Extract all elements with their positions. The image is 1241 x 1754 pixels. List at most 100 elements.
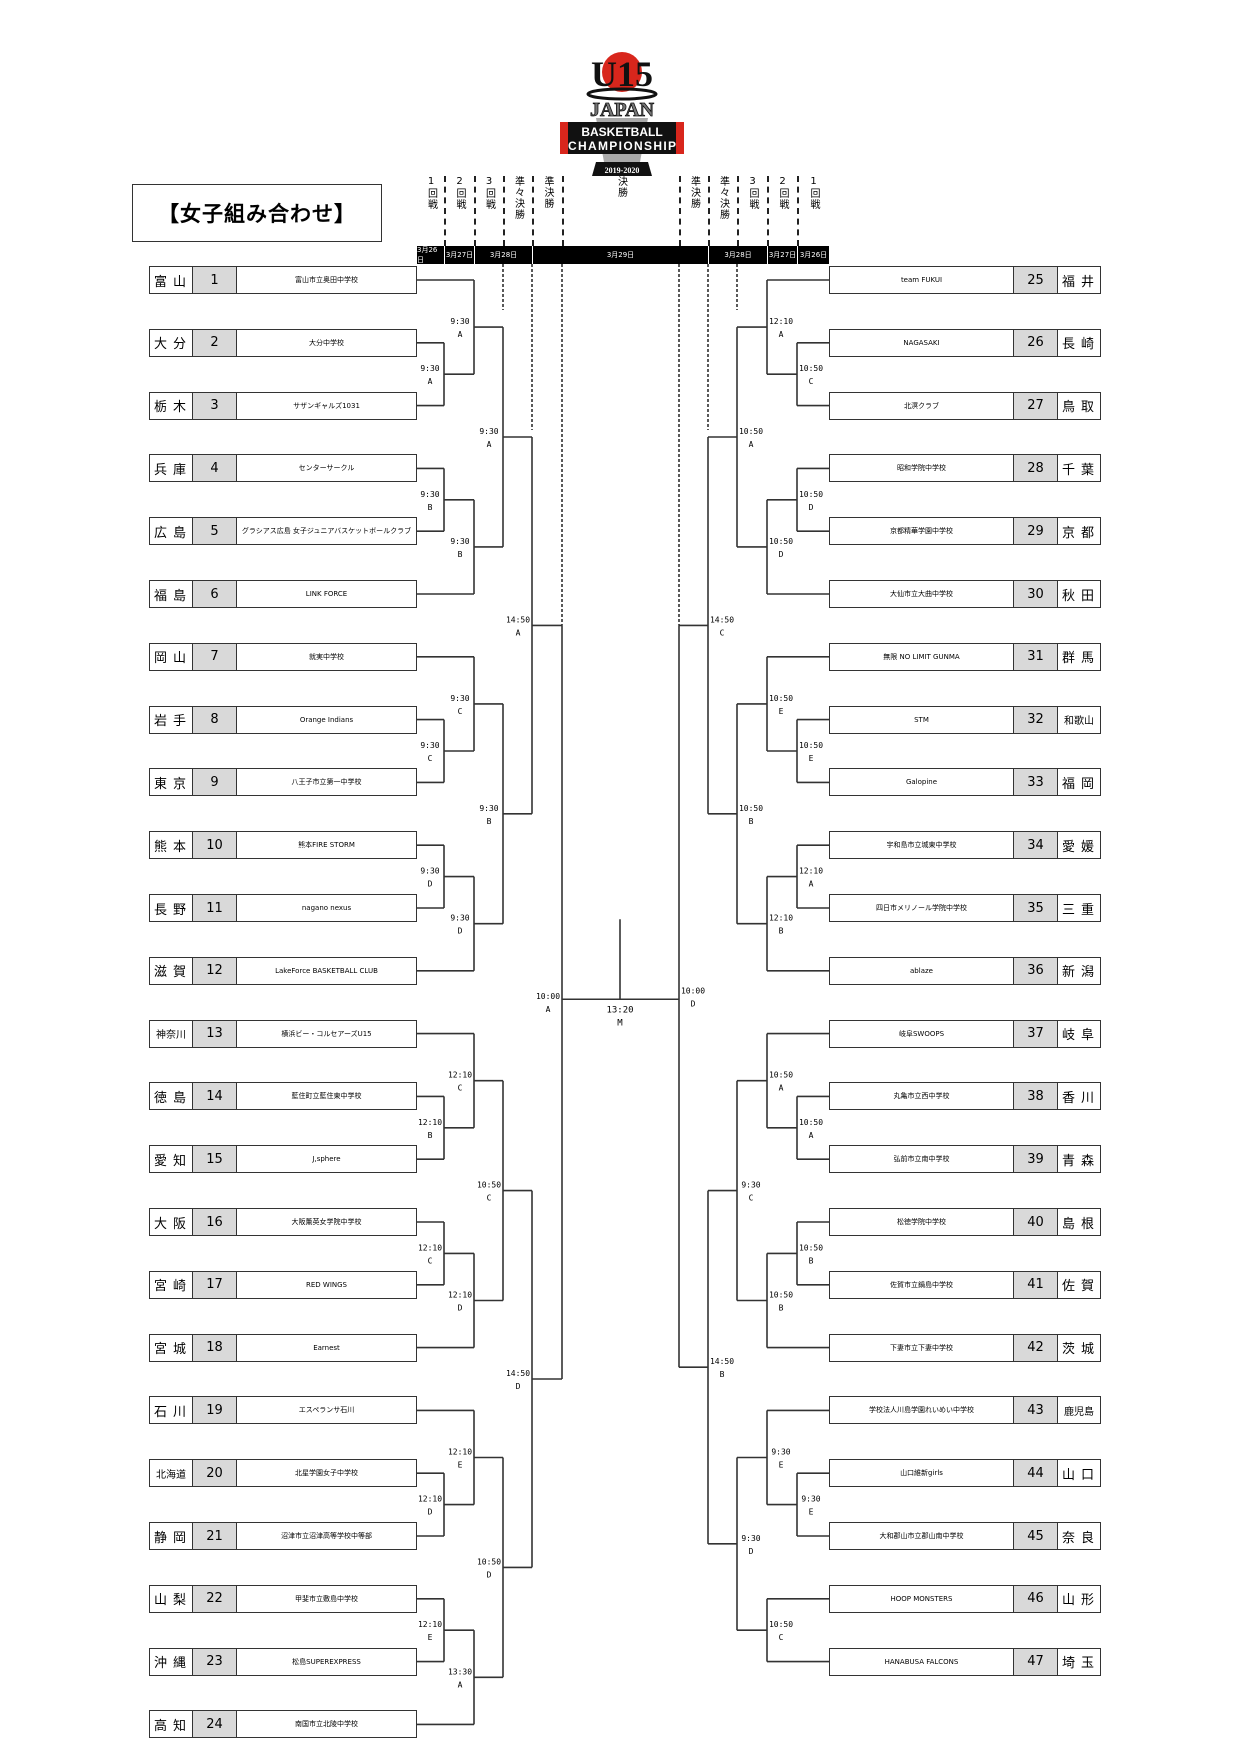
match-label-time: 12:10 — [769, 317, 793, 326]
team-number: 19 — [193, 1397, 237, 1424]
team-prefecture: 長野 — [150, 895, 193, 921]
team-row: 岐阜SWOOPS 37 岐阜 — [829, 1019, 1101, 1048]
team-prefecture: 岐阜 — [1057, 1020, 1100, 1047]
team-prefecture: 滋賀 — [150, 957, 193, 984]
date-cell: 3月26日 — [417, 246, 438, 264]
team-number: 13 — [193, 1020, 237, 1047]
match-label-court: B — [779, 1304, 784, 1313]
round3-label-time: 10:50 — [477, 1557, 501, 1566]
team-row: 岡山 7 就実中学校 — [149, 642, 417, 671]
team-name: グラシアス広島 女子ジュニアバスケットボールクラブ — [241, 527, 412, 536]
team-name: 学校法人川島学園れいめい中学校 — [830, 1397, 1014, 1424]
quarterfinal-label-time: 14:50 — [710, 615, 734, 624]
date-cell: 3月27日 — [444, 246, 474, 264]
match-label-time: 9:30 — [450, 694, 469, 703]
round-label: 1回戦 — [797, 176, 829, 244]
team-number: 24 — [193, 1711, 237, 1738]
svg-text:BASKETBALL: BASKETBALL — [581, 125, 662, 139]
team-row: 広島 5 グラシアス広島 女子ジュニアバスケットボールクラブ — [149, 517, 417, 546]
team-number: 25 — [1014, 267, 1057, 293]
team-prefecture: 富山 — [150, 267, 193, 293]
date-bar: 3月26日 3月27日 3月28日 3月29日 3月28日 3月27日 3月26日 — [417, 246, 829, 264]
team-prefecture: 高知 — [150, 1711, 193, 1738]
match-label-time: 9:30 — [420, 867, 439, 876]
team-row: 無限 NO LIMIT GUNMA 31 群馬 — [829, 642, 1101, 671]
team-name: LINK FORCE — [305, 590, 348, 598]
match-label-court: C — [428, 754, 433, 763]
team-name: HOOP MONSTERS — [830, 1585, 1014, 1612]
match-label-court: C — [779, 1633, 784, 1642]
team-number: 47 — [1014, 1648, 1057, 1675]
team-number: 44 — [1014, 1460, 1057, 1487]
match-label-court: A — [458, 330, 463, 339]
round-label: 2回戦 — [444, 176, 474, 244]
team-row: 松徳学院中学校 40 島根 — [829, 1208, 1101, 1236]
team-row: Galopine 33 福岡 — [829, 768, 1101, 797]
quarterfinal-label-court: B — [720, 1370, 725, 1379]
team-number: 33 — [1014, 769, 1057, 796]
team-number: 28 — [1014, 455, 1057, 482]
team-prefecture: 北海道 — [150, 1460, 193, 1487]
round-label-text: 準々決勝 — [717, 176, 729, 220]
team-name: 松島SUPEREXPRESS — [292, 1657, 361, 1666]
team-number: 46 — [1014, 1585, 1057, 1612]
team-prefecture: 岡山 — [150, 643, 193, 670]
round3-label-court: D — [487, 1570, 492, 1579]
svg-text:JAPAN: JAPAN — [590, 99, 655, 121]
semifinal-label-court: D — [691, 999, 696, 1008]
match-label-time: 12:10 — [418, 1495, 442, 1504]
match-label-court: E — [458, 1461, 463, 1470]
team-prefecture: 鳥取 — [1057, 392, 1100, 419]
team-row: ablaze 36 新潟 — [829, 956, 1101, 985]
team-row: 兵庫 4 センターサークル — [149, 454, 417, 483]
quarterfinal-label-court: D — [516, 1382, 521, 1391]
team-prefecture: 石川 — [150, 1397, 193, 1424]
match-label-court: D — [428, 1508, 433, 1517]
team-name: 沼津市立沼津高等学校中等部 — [281, 1532, 372, 1540]
round3-label-time: 9:30 — [479, 427, 498, 436]
team-prefecture: 山形 — [1057, 1585, 1100, 1612]
team-prefecture: 山口 — [1057, 1460, 1100, 1487]
team-row: 北溟クラブ 27 鳥取 — [829, 391, 1101, 420]
team-prefecture: 静岡 — [150, 1523, 193, 1549]
team-row: 四日市メリノール学院中学校 35 三重 — [829, 894, 1101, 922]
column-divider — [474, 176, 476, 246]
round-label: 2回戦 — [767, 176, 797, 244]
match-label-time: 9:30 — [420, 364, 439, 373]
team-name: 北星学園女子中学校 — [295, 1469, 358, 1478]
round3-label-time: 9:30 — [741, 1181, 760, 1190]
team-row: 山口維新girls 44 山口 — [829, 1459, 1101, 1488]
team-number: 2 — [193, 329, 237, 356]
semifinal-label-court: A — [546, 1005, 551, 1014]
match-label-time: 10:50 — [769, 694, 793, 703]
team-name: サザンギャルズ1031 — [293, 401, 360, 410]
team-number: 8 — [193, 706, 237, 733]
team-row: 大仙市立大曲中学校 30 秋田 — [829, 580, 1101, 608]
team-name: Galopine — [830, 769, 1014, 796]
team-number: 3 — [193, 392, 237, 419]
team-number: 29 — [1014, 518, 1057, 545]
page-title: 【女子組み合わせ】 — [132, 184, 382, 242]
match-label-time: 12:10 — [448, 1071, 472, 1080]
column-divider — [708, 176, 710, 246]
match-label-court: C — [458, 1084, 463, 1093]
match-label-time: 10:50 — [769, 537, 793, 546]
match-label-court: E — [428, 1633, 433, 1642]
svg-text:2019-2020: 2019-2020 — [605, 166, 640, 175]
match-label-court: E — [779, 1461, 784, 1470]
team-prefecture: 鹿児島 — [1057, 1397, 1100, 1424]
match-label-court: D — [779, 550, 784, 559]
team-row: 下妻市立下妻中学校 42 茨城 — [829, 1333, 1101, 1362]
team-row: team FUKUI 25 福井 — [829, 266, 1101, 294]
svg-text:U15: U15 — [591, 54, 653, 94]
date-cell: 3月28日 — [474, 246, 532, 264]
round3-label-court: D — [749, 1547, 754, 1556]
team-name: エスペランサ石川 — [298, 1406, 355, 1415]
match-label-time: 10:50 — [799, 741, 823, 750]
team-row: 大分 2 大分中学校 — [149, 328, 417, 357]
match-label-court: C — [428, 1256, 433, 1265]
match-label-time: 9:30 — [771, 1448, 790, 1457]
round-label: 準決勝 — [679, 176, 708, 244]
team-number: 37 — [1014, 1020, 1057, 1047]
team-name: 八王子市立第一中学校 — [291, 778, 362, 787]
